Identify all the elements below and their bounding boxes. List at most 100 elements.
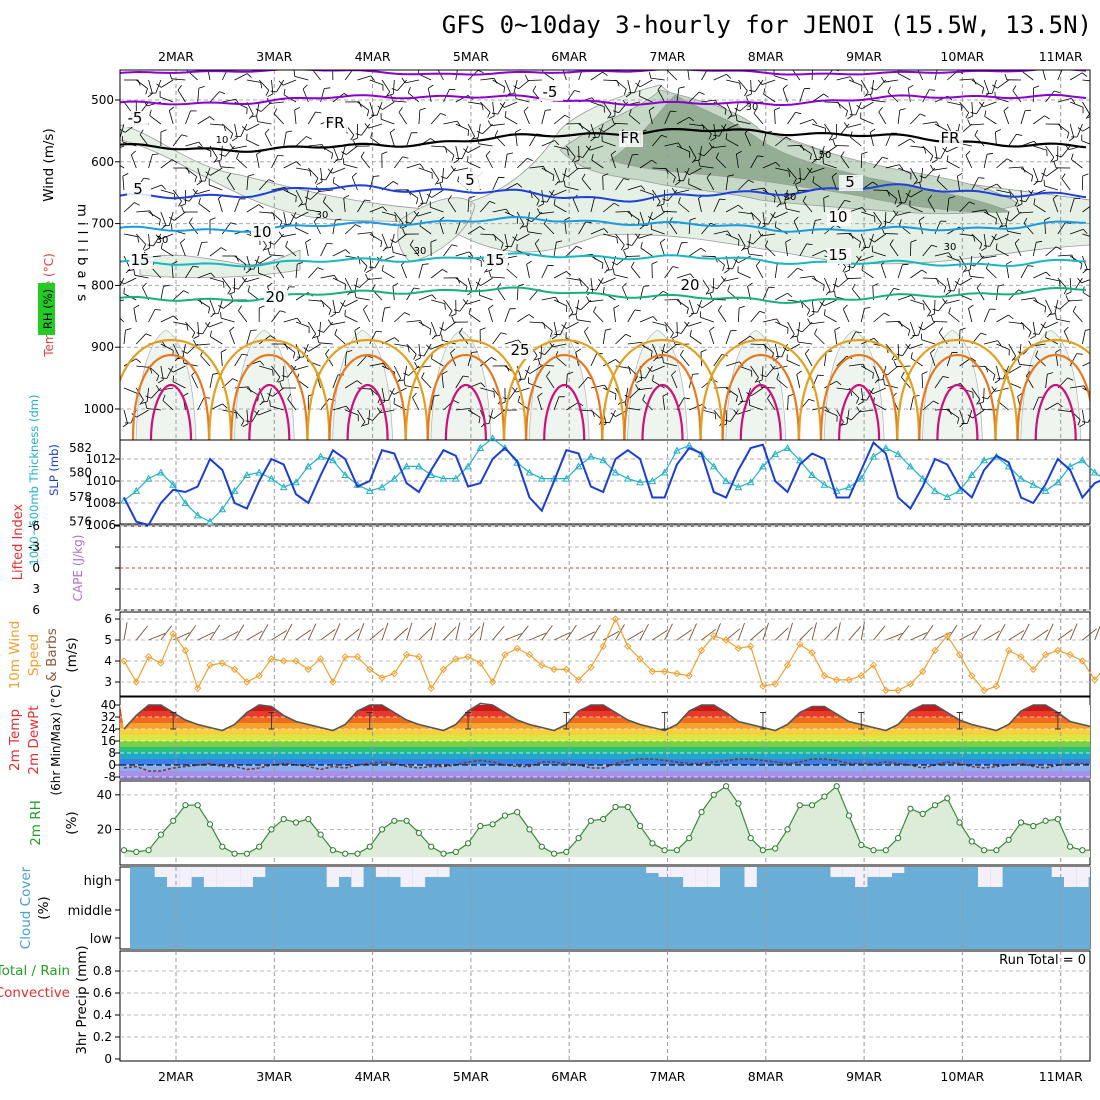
wind-barb bbox=[1069, 123, 1075, 138]
wind-barb-flag bbox=[178, 200, 182, 207]
label-backdrop bbox=[827, 210, 851, 226]
wind-barb bbox=[246, 387, 259, 396]
wind-barb-flag bbox=[864, 91, 869, 98]
wind-barb bbox=[251, 409, 260, 423]
wind-barb bbox=[479, 294, 493, 301]
wind-barb bbox=[603, 359, 616, 367]
wind-barb-flag bbox=[456, 120, 461, 127]
wind-barb bbox=[443, 145, 455, 156]
wind-barb-flag bbox=[420, 320, 424, 327]
wind-barb-flag bbox=[727, 174, 734, 177]
rh-point bbox=[354, 850, 361, 857]
wind-barb bbox=[238, 277, 248, 290]
wind-barb bbox=[392, 79, 395, 95]
wind-barb bbox=[139, 134, 149, 147]
wind-barb-flag bbox=[776, 373, 780, 380]
wind-barb-flag bbox=[671, 370, 677, 376]
wind-barb-flag bbox=[819, 150, 826, 155]
wind-barb-flag bbox=[908, 84, 914, 89]
y-tick-label: 4 bbox=[104, 654, 112, 668]
wind-barb-flag bbox=[462, 375, 469, 378]
wind-barb bbox=[639, 159, 652, 169]
wind10-point bbox=[869, 661, 878, 669]
wind-barb-flag bbox=[223, 281, 225, 288]
cloud-unit: (%) bbox=[36, 896, 52, 919]
wind-barb bbox=[171, 264, 174, 279]
wind-barb bbox=[860, 255, 874, 261]
cloud-gap bbox=[240, 867, 253, 887]
wind-barb bbox=[332, 374, 339, 389]
wind-barb-flag bbox=[213, 157, 218, 163]
wind-barb bbox=[701, 99, 716, 103]
y-tick-label: 0.6 bbox=[93, 986, 112, 1000]
thickness-point bbox=[390, 474, 399, 482]
wind-barb-flag bbox=[401, 77, 406, 84]
y-tick-label: 0.2 bbox=[93, 1030, 112, 1044]
wind-barb bbox=[405, 79, 419, 84]
wind-barb-flag bbox=[877, 223, 882, 229]
wind-barb bbox=[817, 299, 825, 313]
temp-minmax-marker bbox=[366, 712, 373, 730]
y-tick-label: 1010 bbox=[85, 474, 116, 488]
isotherm-low-level bbox=[739, 383, 782, 440]
wind-barb-flag bbox=[648, 106, 655, 111]
wind-barb bbox=[814, 333, 825, 345]
wind-barb-flag bbox=[1008, 314, 1014, 320]
thickness-point bbox=[783, 443, 792, 451]
wind-barb-flag bbox=[413, 354, 417, 360]
wind-barb-flag bbox=[171, 224, 173, 231]
wind-barb-flag bbox=[499, 102, 505, 108]
wind-barb-flag bbox=[222, 403, 228, 409]
wind10-point bbox=[292, 657, 300, 665]
wind-barb bbox=[761, 233, 776, 237]
wind-barb bbox=[922, 299, 932, 312]
thickness-point bbox=[451, 474, 460, 482]
wind-barb-flag bbox=[585, 221, 592, 224]
y-tick-label: 800 bbox=[91, 278, 114, 292]
wind-barb-flag bbox=[137, 79, 141, 86]
wind-barb bbox=[229, 330, 235, 345]
wind-barb-flag bbox=[945, 291, 951, 296]
rh-point bbox=[415, 829, 422, 837]
wind-barb-flag bbox=[1079, 423, 1085, 428]
y-tick-label: 32 bbox=[101, 710, 116, 724]
wind-barb bbox=[961, 123, 973, 134]
wind-barb-flag bbox=[439, 327, 445, 331]
wind-barb bbox=[888, 211, 899, 224]
wind-barb bbox=[609, 409, 616, 423]
wind-barb bbox=[922, 89, 930, 103]
wind-barb bbox=[910, 189, 923, 198]
wind-barb-flag bbox=[488, 115, 495, 120]
wind-barb-flag bbox=[635, 384, 639, 390]
wind-barb-flag bbox=[872, 372, 874, 379]
wind-barb-flag bbox=[188, 217, 193, 224]
wind-barb-flag bbox=[345, 249, 351, 254]
wind-barb bbox=[884, 384, 899, 389]
wind-barb-flag bbox=[738, 204, 744, 210]
cloud-gap bbox=[855, 867, 868, 887]
thickness-point bbox=[206, 517, 214, 525]
wind-barb-flag bbox=[758, 230, 762, 237]
wind-barb-flag bbox=[480, 382, 486, 388]
wind-barb bbox=[1074, 277, 1083, 290]
wind-barb bbox=[602, 330, 606, 345]
wind-barb-flag bbox=[740, 245, 746, 252]
rh-point bbox=[329, 847, 336, 854]
date-label-top: 2MAR bbox=[158, 49, 194, 64]
cloud-gap bbox=[1088, 867, 1090, 877]
wind-barb-flag bbox=[172, 375, 174, 382]
wind-barb bbox=[634, 79, 641, 93]
wind-barb bbox=[209, 91, 220, 103]
isotherm-label: 15 bbox=[485, 251, 504, 269]
wind-barb bbox=[295, 264, 298, 279]
cloud-gap bbox=[437, 867, 450, 877]
wind-barb-flag bbox=[355, 133, 362, 136]
wind-barb bbox=[639, 79, 653, 88]
wind-barb-flag bbox=[536, 199, 540, 206]
wind10-barb bbox=[430, 622, 437, 641]
wind-barb-flag bbox=[384, 247, 391, 249]
wind10-point bbox=[660, 667, 669, 676]
wind-barb bbox=[775, 292, 788, 301]
wind-barb bbox=[418, 264, 423, 279]
